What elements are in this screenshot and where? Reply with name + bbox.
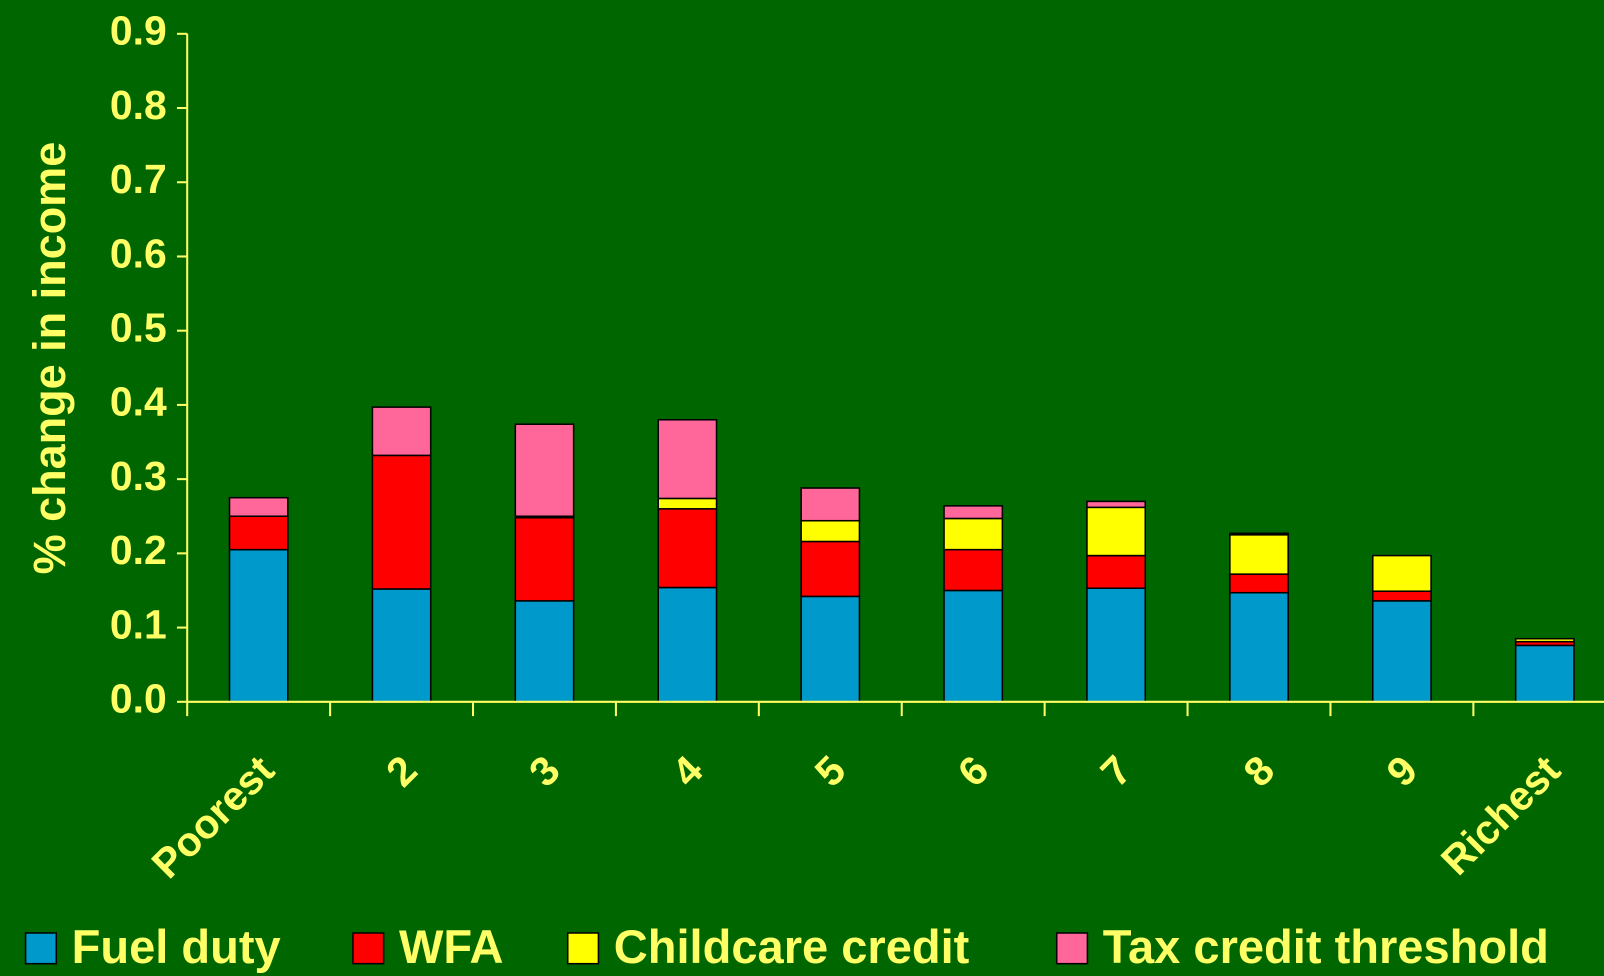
- bar-segment: [1086, 554, 1147, 590]
- bar-segment: [1086, 506, 1147, 557]
- y-tick-label: 0.6: [110, 230, 167, 276]
- bar-segment: [1086, 500, 1147, 509]
- legend-swatch: [24, 932, 58, 965]
- bar-segment: [514, 516, 575, 602]
- y-tick-label: 0.5: [110, 305, 167, 351]
- bar-segment: [1229, 573, 1289, 594]
- bar-segment: [657, 418, 718, 500]
- bar-segment: [514, 423, 575, 518]
- bar-segment: [228, 515, 289, 551]
- bar-segment: [1371, 590, 1432, 602]
- bar-segment: [800, 595, 861, 703]
- y-tick-label: 0.7: [110, 156, 167, 202]
- y-tick-label: 0.9: [110, 8, 167, 54]
- bar-segment: [1514, 644, 1575, 703]
- bar-segment: [943, 517, 1004, 551]
- y-tick-label: 0.2: [110, 527, 167, 573]
- bar-segment: [1371, 600, 1432, 703]
- legend-label: Tax credit threshold: [1103, 920, 1549, 973]
- y-axis-label: % change in income: [24, 142, 75, 575]
- bar-segment: [800, 540, 861, 598]
- bar-segment: [1514, 637, 1575, 643]
- bar-segment: [657, 508, 718, 589]
- bar-segment: [800, 487, 861, 522]
- legend-label: WFA: [399, 920, 504, 973]
- bar-segment: [371, 454, 432, 590]
- legend-label: Fuel duty: [72, 920, 281, 973]
- legend-swatch: [1055, 932, 1089, 965]
- y-tick-label: 0.0: [110, 676, 167, 722]
- bar-segment: [943, 505, 1004, 520]
- y-tick-label: 0.4: [110, 379, 167, 425]
- bar-segment: [371, 588, 432, 703]
- bar-segment: [1371, 554, 1432, 592]
- y-tick-label: 0.8: [110, 82, 167, 128]
- y-tick-label: 0.1: [110, 601, 167, 647]
- bar-segment: [1086, 587, 1147, 703]
- legend-label: Childcare credit: [614, 920, 970, 973]
- bar-segment: [657, 497, 718, 510]
- legend-swatch: [566, 932, 600, 965]
- y-tick-label: 0.3: [110, 453, 167, 499]
- bar-segment: [1229, 534, 1289, 575]
- bar-segment: [943, 589, 1004, 703]
- legend-swatch: [352, 932, 385, 965]
- bar-segment: [1229, 591, 1289, 703]
- bar-segment: [371, 406, 432, 457]
- bar-segment: [228, 496, 289, 518]
- bar-segment: [514, 600, 575, 703]
- bar-segment: [800, 519, 861, 543]
- bar-segment: [228, 548, 289, 703]
- bar-segment: [657, 586, 718, 703]
- bar-segment: [1229, 532, 1289, 536]
- bar-segment: [943, 548, 1004, 592]
